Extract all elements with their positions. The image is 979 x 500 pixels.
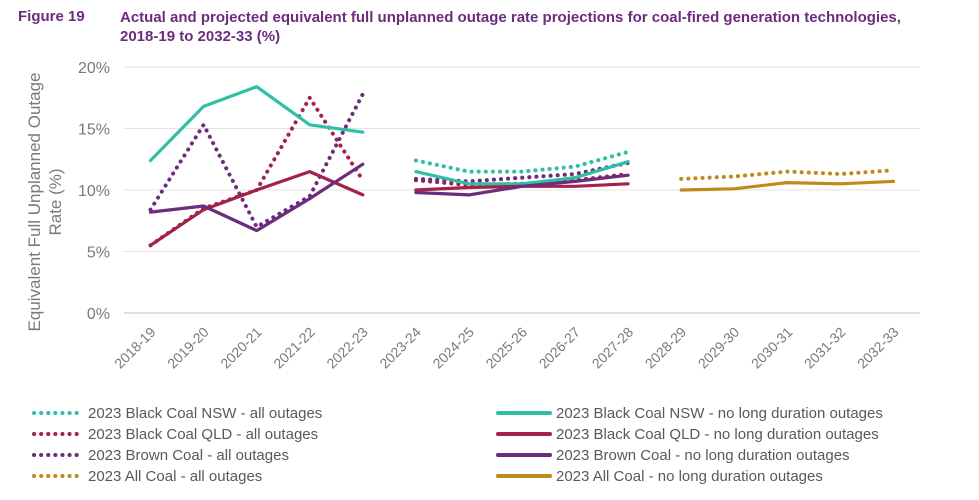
series-line bbox=[148, 170, 365, 247]
legend-label: 2023 Brown Coal - all outages bbox=[88, 447, 289, 464]
x-tick-label: 2026-27 bbox=[536, 324, 584, 372]
legend-entry-2023-all-coal-no-long-duration-outages: 2023 All Coal - no long duration outages bbox=[496, 468, 823, 485]
series-line bbox=[414, 160, 630, 186]
series-2023-black-coal-qld-all-outages bbox=[148, 95, 631, 248]
x-tick-label: 2024-25 bbox=[429, 324, 477, 372]
x-tick-label: 2030-31 bbox=[748, 324, 796, 372]
series-line bbox=[679, 168, 896, 181]
x-tick-labels: 2018-19 2019-20 2020-21 2021-22 2022-23 2023-… bbox=[111, 324, 902, 372]
x-tick-label: 2021-22 bbox=[270, 324, 318, 372]
y-axis-label-line-2: Rate (%) bbox=[46, 168, 65, 235]
x-tick-label: 2022-23 bbox=[323, 324, 371, 372]
y-tick-label: 20% bbox=[78, 60, 110, 77]
legend-entry-2023-black-coal-qld-no-long-duration-outages: 2023 Black Coal QLD - no long duration o… bbox=[496, 426, 879, 443]
legend-label: 2023 Black Coal NSW - no long duration o… bbox=[556, 405, 883, 422]
x-tick-label: 2020-21 bbox=[217, 324, 265, 372]
legend-entry-2023-black-coal-nsw-no-long-duration-outages: 2023 Black Coal NSW - no long duration o… bbox=[496, 405, 883, 422]
grid-layer bbox=[124, 66, 920, 314]
series-2023-black-coal-nsw-all-outages bbox=[413, 149, 631, 174]
y-tick-labels: 0% 5% 10% 15% 20% bbox=[78, 60, 110, 323]
figure-title: Actual and projected equivalent full unp… bbox=[120, 9, 901, 45]
legend-entry-2023-all-coal-all-outages: 2023 All Coal - all outages bbox=[32, 468, 262, 485]
x-tick-label: 2018-19 bbox=[111, 324, 159, 372]
legend-entry-2023-black-coal-nsw-all-outages: 2023 Black Coal NSW - all outages bbox=[32, 405, 322, 422]
y-tick-label: 15% bbox=[78, 122, 110, 139]
series-line bbox=[148, 162, 365, 233]
series-line bbox=[414, 173, 630, 197]
legend-entry-2023-brown-coal-no-long-duration-outages: 2023 Brown Coal - no long duration outag… bbox=[496, 447, 850, 464]
y-axis-label-line-1: Equivalent Full Unplanned Outage bbox=[25, 73, 44, 332]
series-2023-brown-coal-all-outages bbox=[148, 92, 631, 229]
series-line bbox=[679, 179, 896, 192]
x-tick-label: 2019-20 bbox=[164, 324, 212, 372]
series-2023-brown-coal-no-long-duration-outages bbox=[148, 162, 630, 233]
series-line bbox=[148, 85, 365, 163]
x-tick-label: 2025-26 bbox=[482, 324, 530, 372]
x-tick-label: 2028-29 bbox=[642, 324, 690, 372]
x-tick-label: 2027-28 bbox=[589, 324, 637, 372]
legend-label: 2023 Brown Coal - no long duration outag… bbox=[556, 447, 850, 464]
legend-label: 2023 Black Coal NSW - all outages bbox=[88, 405, 322, 422]
y-tick-label: 10% bbox=[78, 183, 110, 200]
figure-number: Figure 19 bbox=[18, 8, 85, 25]
legend-label: 2023 Black Coal QLD - all outages bbox=[88, 426, 318, 443]
legend-entry-2023-brown-coal-all-outages: 2023 Brown Coal - all outages bbox=[32, 447, 289, 464]
series-2023-all-coal-no-long-duration-outages bbox=[679, 179, 896, 192]
x-tick-label: 2031-32 bbox=[801, 324, 849, 372]
series-2023-black-coal-nsw-no-long-duration-outages bbox=[148, 85, 630, 186]
x-tick-label: 2023-24 bbox=[376, 324, 424, 372]
legend: 2023 Black Coal NSW - all outages 2023 Bl… bbox=[32, 405, 883, 485]
series-line bbox=[413, 149, 631, 174]
legend-entry-2023-black-coal-qld-all-outages: 2023 Black Coal QLD - all outages bbox=[32, 426, 318, 443]
series-layer bbox=[148, 85, 896, 248]
legend-label: 2023 Black Coal QLD - no long duration o… bbox=[556, 426, 879, 443]
series-2023-all-coal-all-outages bbox=[679, 168, 896, 181]
y-tick-label: 0% bbox=[87, 306, 110, 323]
x-tick-label: 2029-30 bbox=[695, 324, 743, 372]
legend-label: 2023 All Coal - all outages bbox=[88, 468, 262, 485]
legend-label: 2023 All Coal - no long duration outages bbox=[556, 468, 823, 485]
y-tick-label: 5% bbox=[87, 245, 110, 262]
x-tick-label: 2032-33 bbox=[854, 324, 902, 372]
